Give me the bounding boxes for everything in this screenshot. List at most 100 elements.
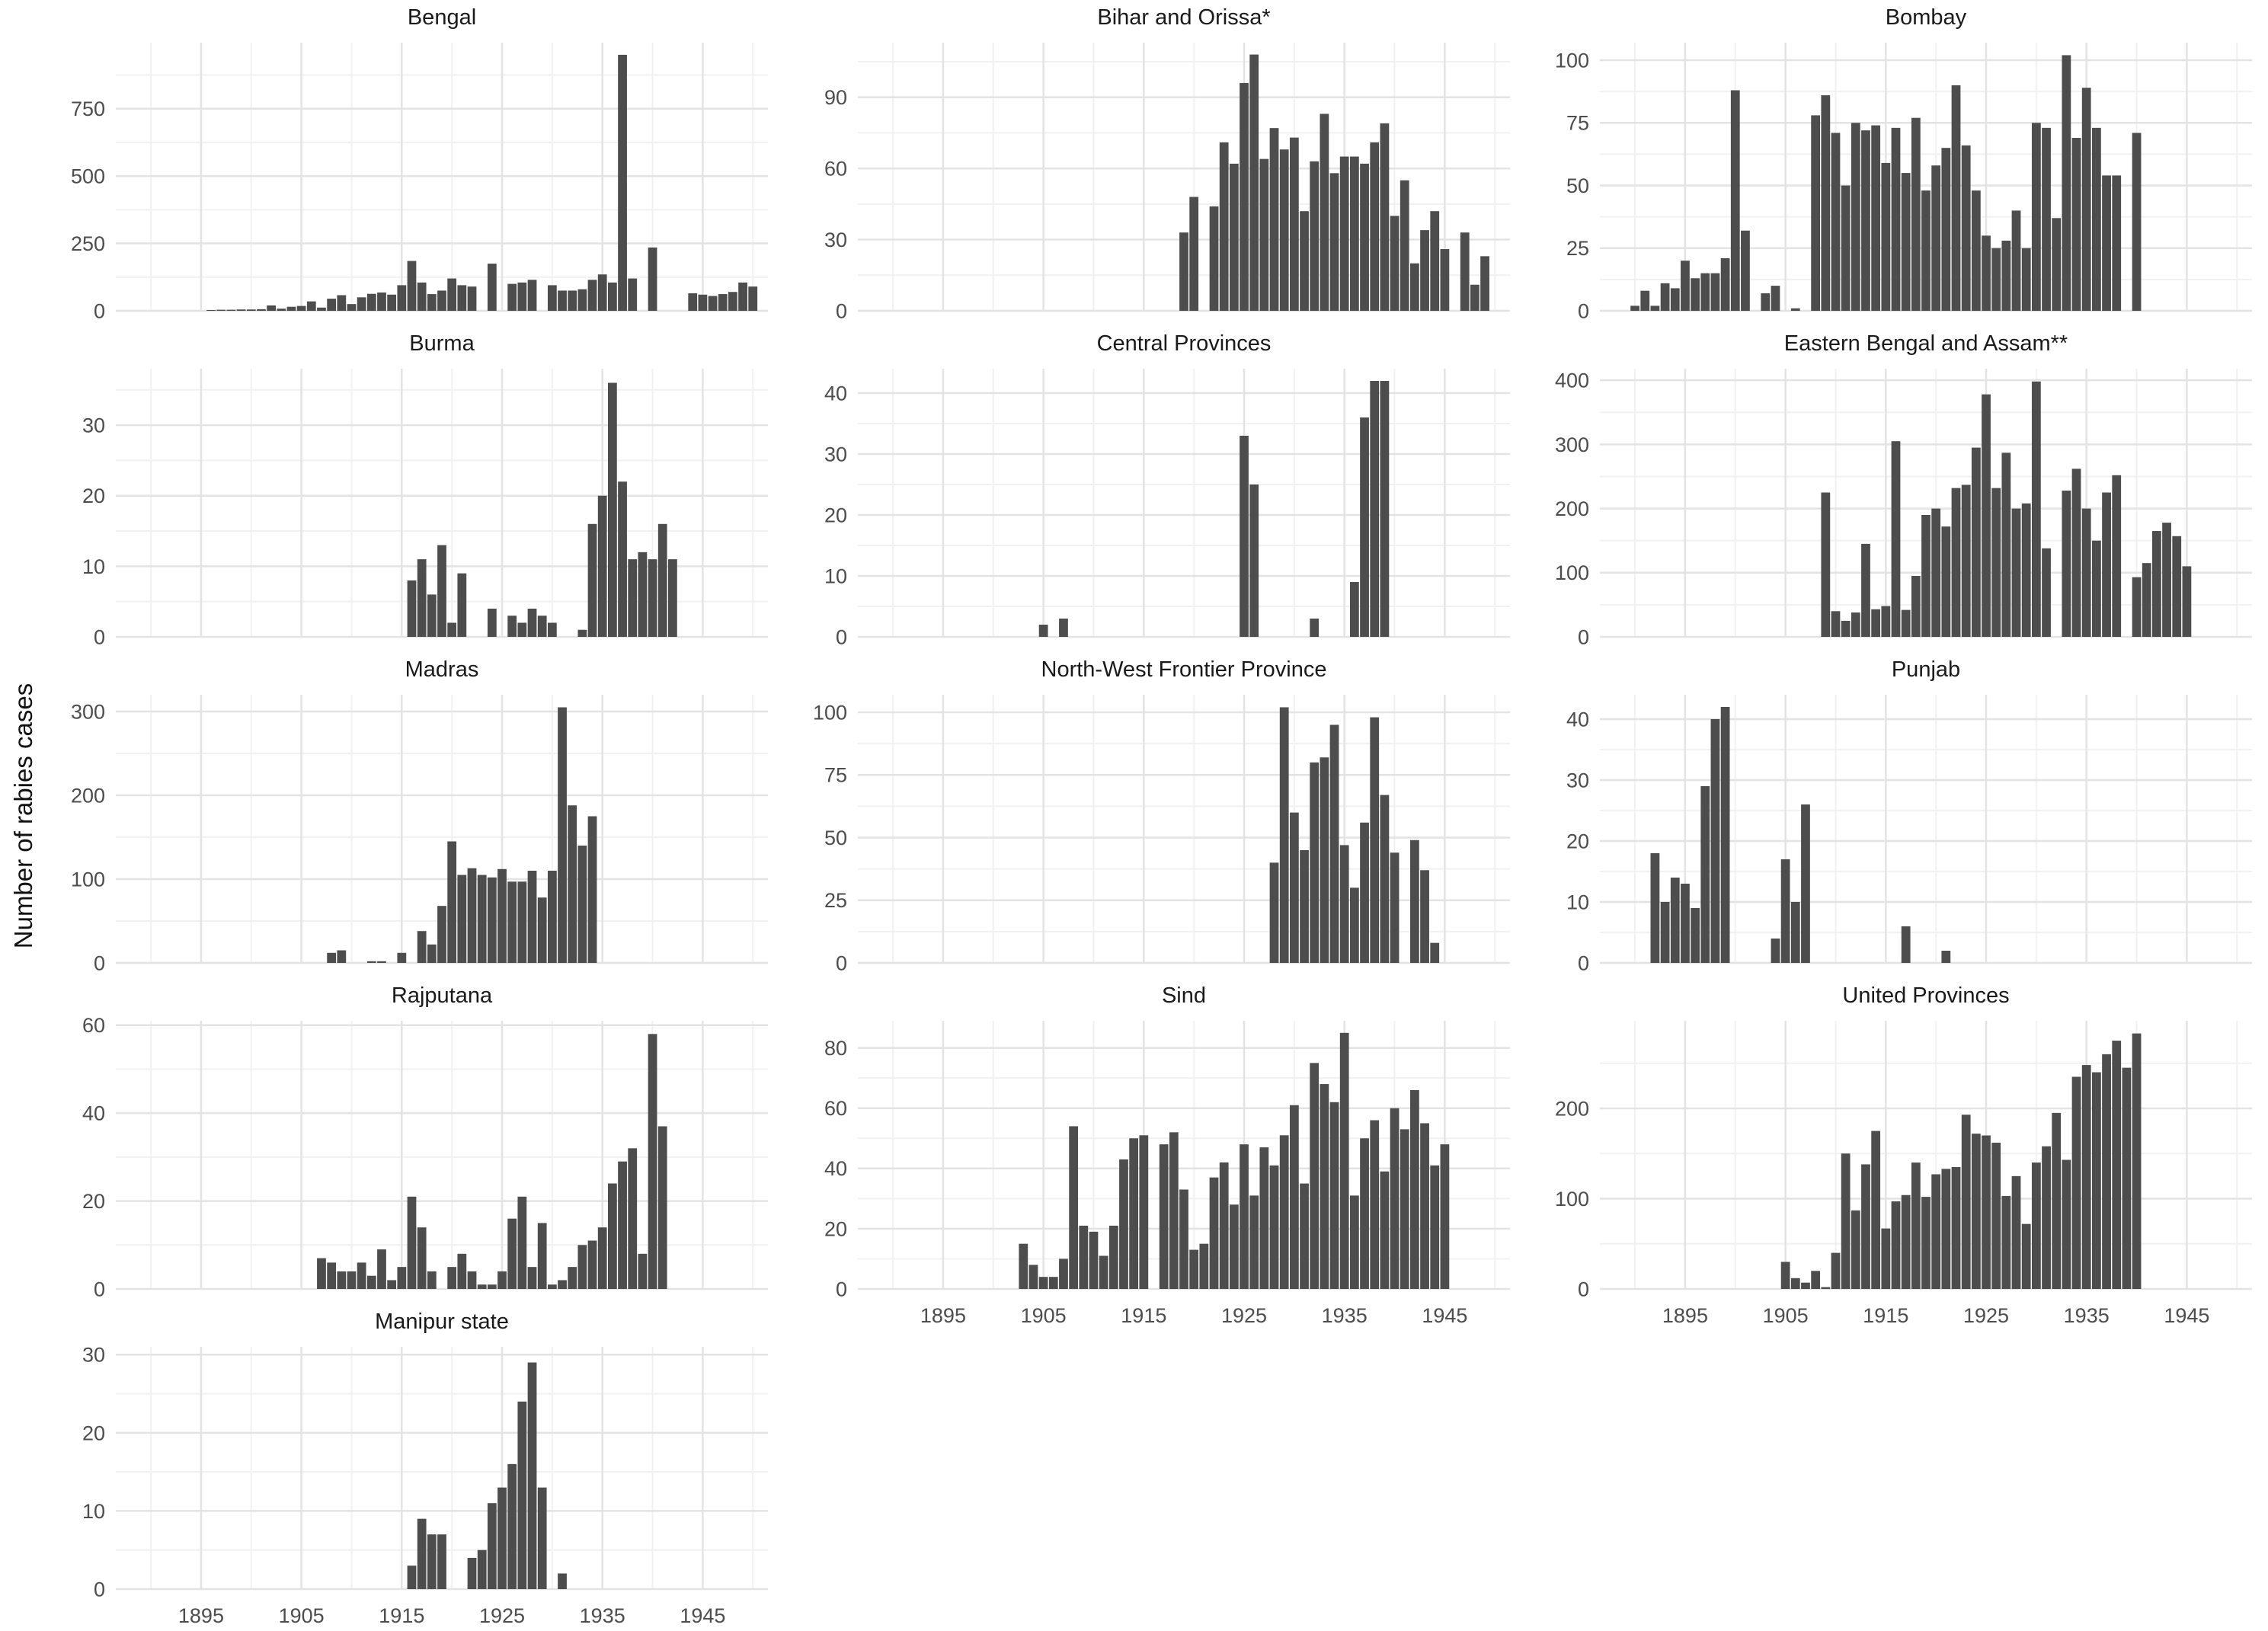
bar (1921, 515, 1931, 637)
bar (1951, 85, 1961, 311)
bar (1480, 256, 1489, 311)
bar (1269, 862, 1279, 963)
x-tick-label: 1945 (2164, 1304, 2209, 1327)
bar (487, 1503, 497, 1589)
bar (1841, 185, 1851, 311)
y-tick-label: 300 (1555, 433, 1589, 456)
bar (1670, 878, 1680, 963)
bar (1821, 95, 1831, 312)
bar (2042, 548, 2051, 637)
x-tick-label: 1895 (1662, 1304, 1708, 1327)
x-tick-label: 1935 (1322, 1304, 1368, 1327)
bar (327, 1262, 337, 1289)
bar (2042, 1146, 2051, 1289)
bar (1971, 1134, 1981, 1289)
y-tick-label: 25 (1566, 237, 1589, 260)
bar (1691, 908, 1700, 963)
bar (1038, 625, 1048, 637)
bar (537, 616, 547, 637)
bar (1099, 1255, 1108, 1289)
bar (2152, 531, 2161, 637)
bar (2011, 508, 2021, 637)
x-tick-label: 1915 (1863, 1304, 1908, 1327)
bar (1059, 1258, 1068, 1289)
bar (267, 305, 277, 311)
bar (407, 261, 417, 311)
bar (487, 264, 497, 311)
facet-chart-bombay: 0 25 50 75 100 Bombay (1555, 5, 2252, 322)
facet-title: Burma (409, 331, 475, 356)
bar (1901, 609, 1911, 637)
facet-title: Central Provinces (1097, 331, 1272, 356)
y-tick-label: 60 (824, 158, 847, 181)
bar (1460, 232, 1470, 311)
bar (1941, 148, 1951, 311)
bar (1259, 1147, 1269, 1289)
y-tick-label: 0 (94, 951, 105, 974)
x-tick-label: 1905 (279, 1604, 325, 1627)
bar (1841, 1153, 1851, 1289)
bar (1741, 230, 1750, 311)
bar (718, 294, 728, 311)
bar (738, 282, 747, 311)
bar (1710, 719, 1720, 963)
bar (1811, 1271, 1821, 1289)
facet-title: Manipur state (375, 1310, 509, 1334)
bar (607, 382, 617, 637)
bar (648, 1034, 657, 1289)
bar (337, 295, 347, 311)
bar (1240, 82, 1249, 311)
bar (317, 307, 326, 311)
facet-chart-sind: 0 20 40 60 80 1895 1905 1915 1925 1935 1945 Sind (824, 983, 1510, 1327)
bar (527, 1362, 537, 1589)
bar (618, 481, 627, 637)
bar (397, 1267, 407, 1289)
bar (2112, 1041, 2122, 1289)
bar (2031, 381, 2041, 637)
bar (1911, 1162, 1921, 1289)
facet-chart-bihar-and-orissa: 0 30 60 90 Bihar and Orissa* (824, 5, 1510, 322)
bar (597, 274, 607, 311)
y-tick-label: 0 (836, 625, 847, 648)
bar (1339, 156, 1349, 311)
bar (2001, 453, 2011, 637)
bar (1019, 1243, 1028, 1289)
y-tick-label: 250 (71, 232, 105, 255)
bar (327, 299, 337, 311)
facet-title: Bengal (408, 5, 476, 30)
bar (1871, 125, 1881, 311)
y-tick-label: 10 (1566, 891, 1589, 913)
bar (648, 559, 657, 637)
bar (638, 1253, 648, 1289)
bar (1360, 163, 1369, 311)
bar (657, 1126, 667, 1289)
bar (688, 293, 698, 311)
bar (427, 1271, 437, 1289)
bar (417, 282, 427, 311)
bar (1941, 1169, 1951, 1289)
y-tick-label: 80 (824, 1037, 847, 1060)
y-tick-label: 10 (824, 564, 847, 587)
y-tick-label: 100 (71, 868, 105, 891)
bar (537, 1487, 547, 1589)
y-tick-label: 0 (1578, 951, 1589, 974)
bar (748, 286, 758, 311)
bar (1370, 717, 1380, 963)
y-tick-label: 750 (71, 98, 105, 120)
bar (387, 294, 397, 311)
y-tick-label: 60 (82, 1014, 105, 1037)
bar (417, 1227, 427, 1289)
y-axis-label: Number of rabies cases (9, 683, 37, 948)
facet-chart-eastern-bengal-and-assam: 0 100 200 300 400 Eastern Bengal and Assam** (1555, 331, 2252, 648)
bar (698, 294, 708, 311)
bar (447, 1267, 457, 1289)
bar (246, 309, 256, 311)
bar (1911, 576, 1921, 637)
bar (1710, 273, 1720, 311)
bar (1650, 305, 1660, 311)
bar (1891, 441, 1901, 637)
bar (1861, 130, 1870, 311)
y-tick-label: 30 (82, 1344, 105, 1367)
facet-chart-rajputana: 0 20 40 60 Rajputana (82, 983, 768, 1300)
bar (1971, 447, 1981, 637)
